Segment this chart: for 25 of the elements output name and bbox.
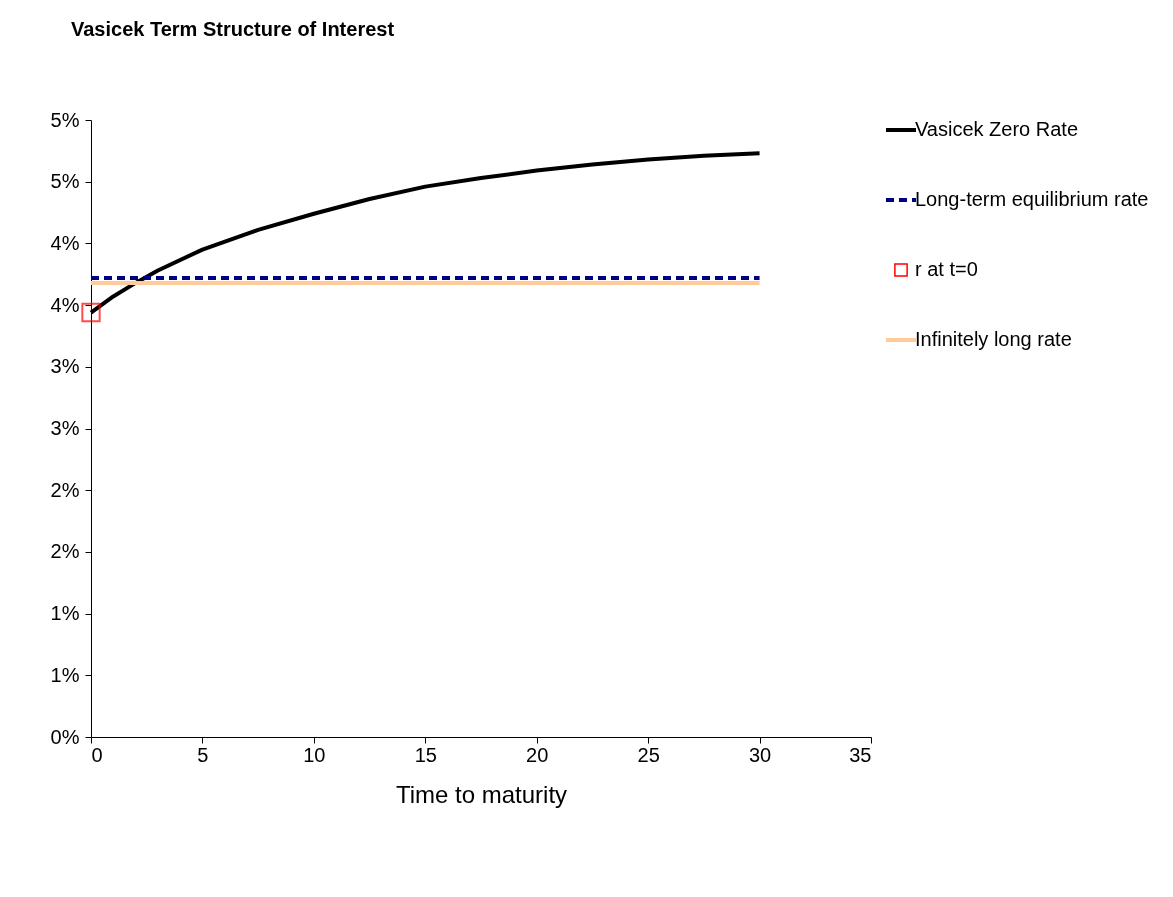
y-tick-label: 3%	[50, 417, 80, 439]
y-tick-label: 3%	[50, 355, 80, 378]
y-tick-label: 0%	[50, 725, 80, 748]
legend-label: Infinitely long rate	[915, 328, 1072, 350]
y-tick-label: 5%	[50, 108, 80, 131]
y-tick-label: 4%	[50, 293, 80, 316]
y-tick-label: 2%	[50, 540, 80, 563]
y-tick-label: 1%	[50, 602, 80, 625]
y-tick-label: 5%	[50, 170, 80, 193]
legend-label: r at t=0	[915, 258, 978, 280]
x-tick-label: 30	[748, 743, 772, 766]
y-tick-label: 4%	[50, 231, 80, 254]
x-tick-label: 20	[526, 743, 549, 766]
chart-title: Vasicek Term Structure of Interest	[71, 18, 395, 40]
x-tick-label: 25	[637, 743, 660, 766]
legend-label: Long-term equilibrium rate	[915, 188, 1149, 210]
y-tick-label: 1%	[50, 663, 80, 686]
x-axis-title: Time to maturity	[395, 780, 568, 808]
x-tick-label: 10	[303, 743, 326, 766]
x-tick-label: 35	[849, 743, 872, 766]
x-tick-label: 0	[91, 743, 103, 766]
legend-label: Vasicek Zero Rate	[915, 118, 1079, 140]
y-tick-label: 2%	[50, 478, 80, 501]
x-tick-label: 15	[414, 743, 437, 766]
x-tick-label: 5	[197, 743, 209, 766]
